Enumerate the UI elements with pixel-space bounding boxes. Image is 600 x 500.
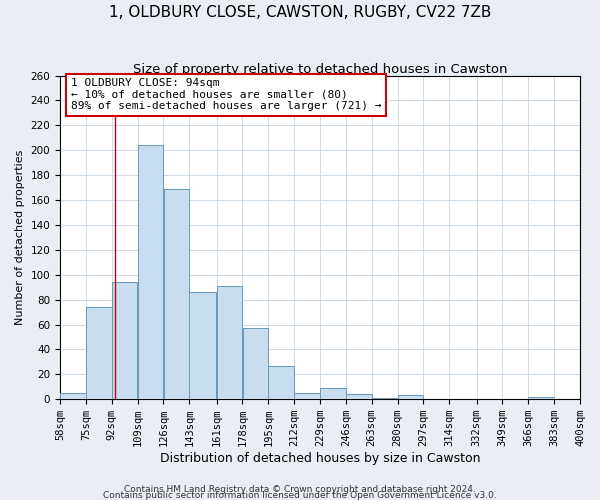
Bar bbox=[137, 145, 163, 399]
Bar bbox=[190, 292, 217, 399]
Text: Contains public sector information licensed under the Open Government Licence v3: Contains public sector information licen… bbox=[103, 492, 497, 500]
Bar bbox=[86, 307, 112, 399]
Bar bbox=[372, 398, 397, 399]
Bar bbox=[320, 388, 346, 399]
Bar bbox=[529, 396, 554, 399]
Title: Size of property relative to detached houses in Cawston: Size of property relative to detached ho… bbox=[133, 62, 507, 76]
Bar bbox=[217, 286, 242, 399]
Bar bbox=[60, 393, 86, 399]
Bar bbox=[112, 282, 137, 399]
Y-axis label: Number of detached properties: Number of detached properties bbox=[15, 150, 25, 325]
Text: 1 OLDBURY CLOSE: 94sqm
← 10% of detached houses are smaller (80)
89% of semi-det: 1 OLDBURY CLOSE: 94sqm ← 10% of detached… bbox=[71, 78, 381, 111]
Bar bbox=[398, 396, 423, 399]
Bar bbox=[346, 394, 371, 399]
Bar bbox=[164, 189, 189, 399]
Text: 1, OLDBURY CLOSE, CAWSTON, RUGBY, CV22 7ZB: 1, OLDBURY CLOSE, CAWSTON, RUGBY, CV22 7… bbox=[109, 5, 491, 20]
X-axis label: Distribution of detached houses by size in Cawston: Distribution of detached houses by size … bbox=[160, 452, 480, 465]
Bar bbox=[294, 393, 320, 399]
Bar bbox=[268, 366, 294, 399]
Bar bbox=[242, 328, 268, 399]
Text: Contains HM Land Registry data © Crown copyright and database right 2024.: Contains HM Land Registry data © Crown c… bbox=[124, 486, 476, 494]
